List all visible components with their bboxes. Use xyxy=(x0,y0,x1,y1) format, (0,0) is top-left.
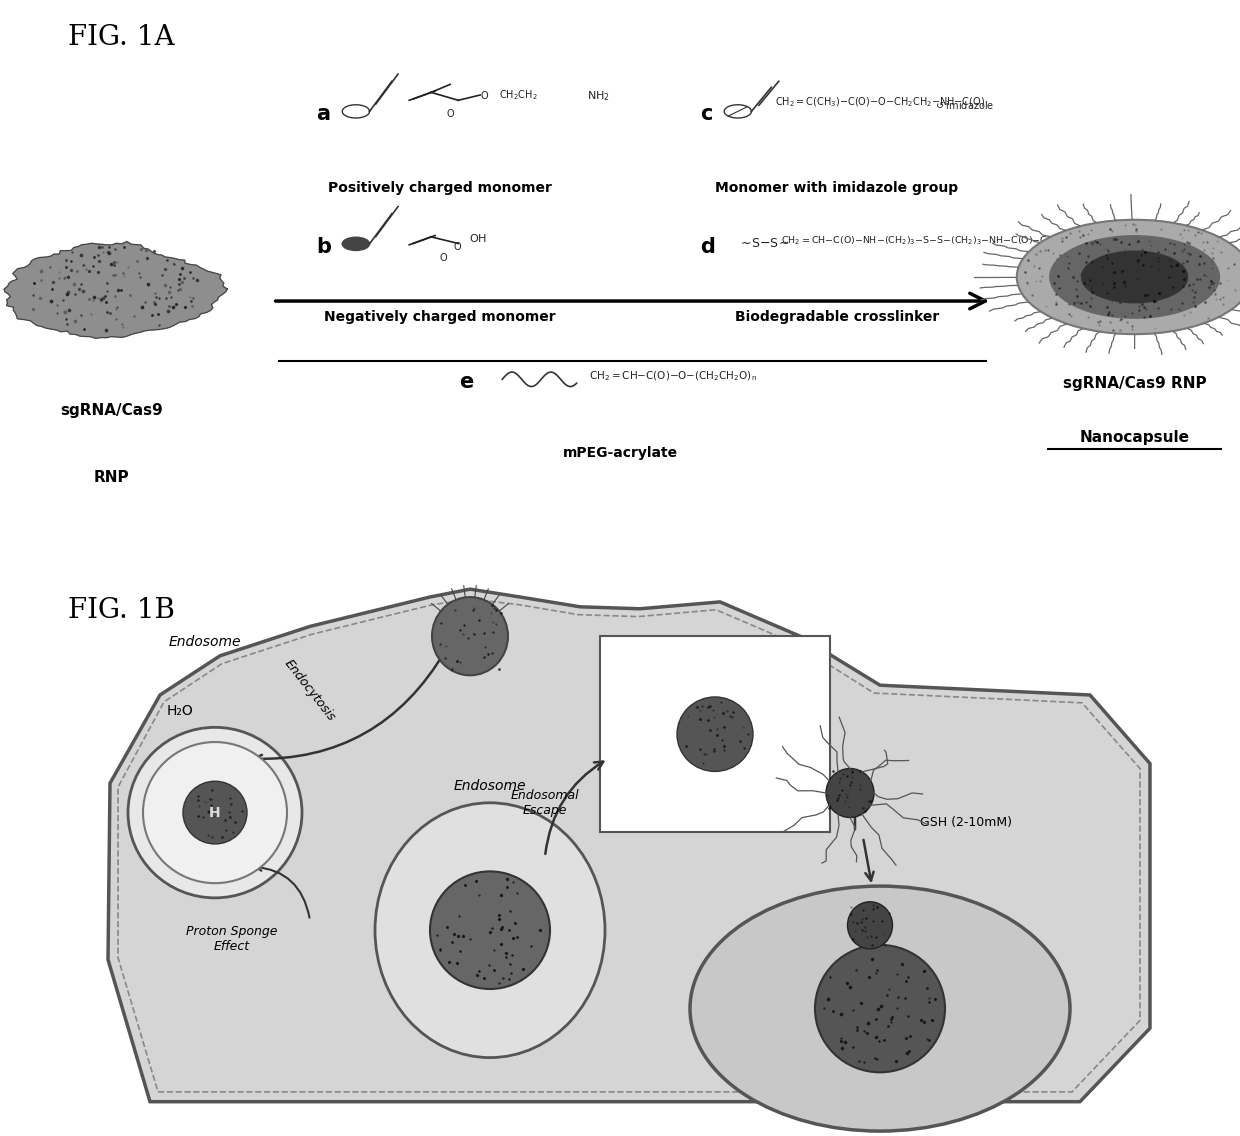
Text: $\mathrm{NH_2}$: $\mathrm{NH_2}$ xyxy=(587,90,609,103)
Text: Biodegradable crosslinker: Biodegradable crosslinker xyxy=(735,310,939,324)
Circle shape xyxy=(184,782,247,844)
Text: $\mathrm{O}$: $\mathrm{O}$ xyxy=(453,240,463,252)
Text: $\mathrm{O}$: $\mathrm{O}$ xyxy=(445,107,455,119)
Text: c: c xyxy=(701,105,713,125)
Ellipse shape xyxy=(826,768,874,818)
Polygon shape xyxy=(108,590,1149,1102)
Text: b: b xyxy=(316,236,331,257)
Circle shape xyxy=(677,698,753,771)
Text: e: e xyxy=(459,373,472,392)
Text: H: H xyxy=(210,805,221,819)
Text: $\mathrm{CH_2{=}CH{-}C(O){-}NH{-}(CH_2)_3{-}S{-}S{-}(CH_2)_3{-}NH{-}C(O){-}CH{=}: $\mathrm{CH_2{=}CH{-}C(O){-}NH{-}(CH_2)_… xyxy=(781,234,1085,248)
Circle shape xyxy=(1017,219,1240,334)
Text: $\mathrm{CH_2{=}C(CH_3){-}C(O){-}O{-}CH_2CH_2{-}NH{-}C(O)}$: $\mathrm{CH_2{=}C(CH_3){-}C(O){-}O{-}CH_… xyxy=(775,95,985,109)
Text: Endosome: Endosome xyxy=(169,635,242,649)
Text: $\mathrm{CH_2CH_2}$: $\mathrm{CH_2CH_2}$ xyxy=(500,89,538,102)
Text: d: d xyxy=(701,236,715,257)
Circle shape xyxy=(430,871,551,989)
Text: Nanocapsule: Nanocapsule xyxy=(1080,431,1189,445)
Text: Negatively charged monomer: Negatively charged monomer xyxy=(325,310,556,324)
Text: Endosome: Endosome xyxy=(454,779,526,793)
Text: Monomer with imidazole group: Monomer with imidazole group xyxy=(715,181,959,194)
Text: GSH (2-10mM): GSH (2-10mM) xyxy=(920,816,1012,829)
Text: H₂O: H₂O xyxy=(166,703,193,718)
Text: sgRNA/Cas9: sgRNA/Cas9 xyxy=(61,403,162,418)
Polygon shape xyxy=(4,242,227,339)
Text: RNP: RNP xyxy=(94,469,129,485)
Circle shape xyxy=(1050,236,1219,318)
Text: $\mathrm{O}$: $\mathrm{O}$ xyxy=(480,89,490,101)
Text: sgRNA/Cas9 RNP: sgRNA/Cas9 RNP xyxy=(1063,376,1207,391)
Circle shape xyxy=(128,727,303,897)
Text: Endosomal
Escape: Endosomal Escape xyxy=(511,788,579,817)
Text: $\mathrm{O}$: $\mathrm{O}$ xyxy=(439,251,449,262)
Bar xyxy=(600,636,830,833)
Text: Endocytosis: Endocytosis xyxy=(281,657,339,724)
Text: $\mathrm{\sim\!S{-}S\!\sim}$: $\mathrm{\sim\!S{-}S\!\sim}$ xyxy=(738,237,789,250)
Ellipse shape xyxy=(689,886,1070,1131)
Text: Proton Sponge
Effect: Proton Sponge Effect xyxy=(186,926,278,953)
Text: $\mathrm{OH}$: $\mathrm{OH}$ xyxy=(469,232,487,244)
Text: $\mathrm{CH_2{=}CH{-}C(O){-}O{-}(CH_2CH_2O)_n}$: $\mathrm{CH_2{=}CH{-}C(O){-}O{-}(CH_2CH_… xyxy=(589,369,758,383)
Circle shape xyxy=(1081,251,1188,302)
Ellipse shape xyxy=(432,598,508,675)
Text: mPEG-acrylate: mPEG-acrylate xyxy=(563,445,677,460)
Text: $\circlearrowleft$imidazole: $\circlearrowleft$imidazole xyxy=(934,99,994,111)
Circle shape xyxy=(342,237,370,250)
Circle shape xyxy=(143,742,286,883)
Text: Positively charged monomer: Positively charged monomer xyxy=(329,181,552,194)
Circle shape xyxy=(815,945,945,1072)
Ellipse shape xyxy=(847,902,893,949)
Text: a: a xyxy=(316,105,330,125)
Ellipse shape xyxy=(374,803,605,1058)
Text: FIG. 1A: FIG. 1A xyxy=(68,24,175,51)
Text: FIG. 1B: FIG. 1B xyxy=(68,598,175,624)
